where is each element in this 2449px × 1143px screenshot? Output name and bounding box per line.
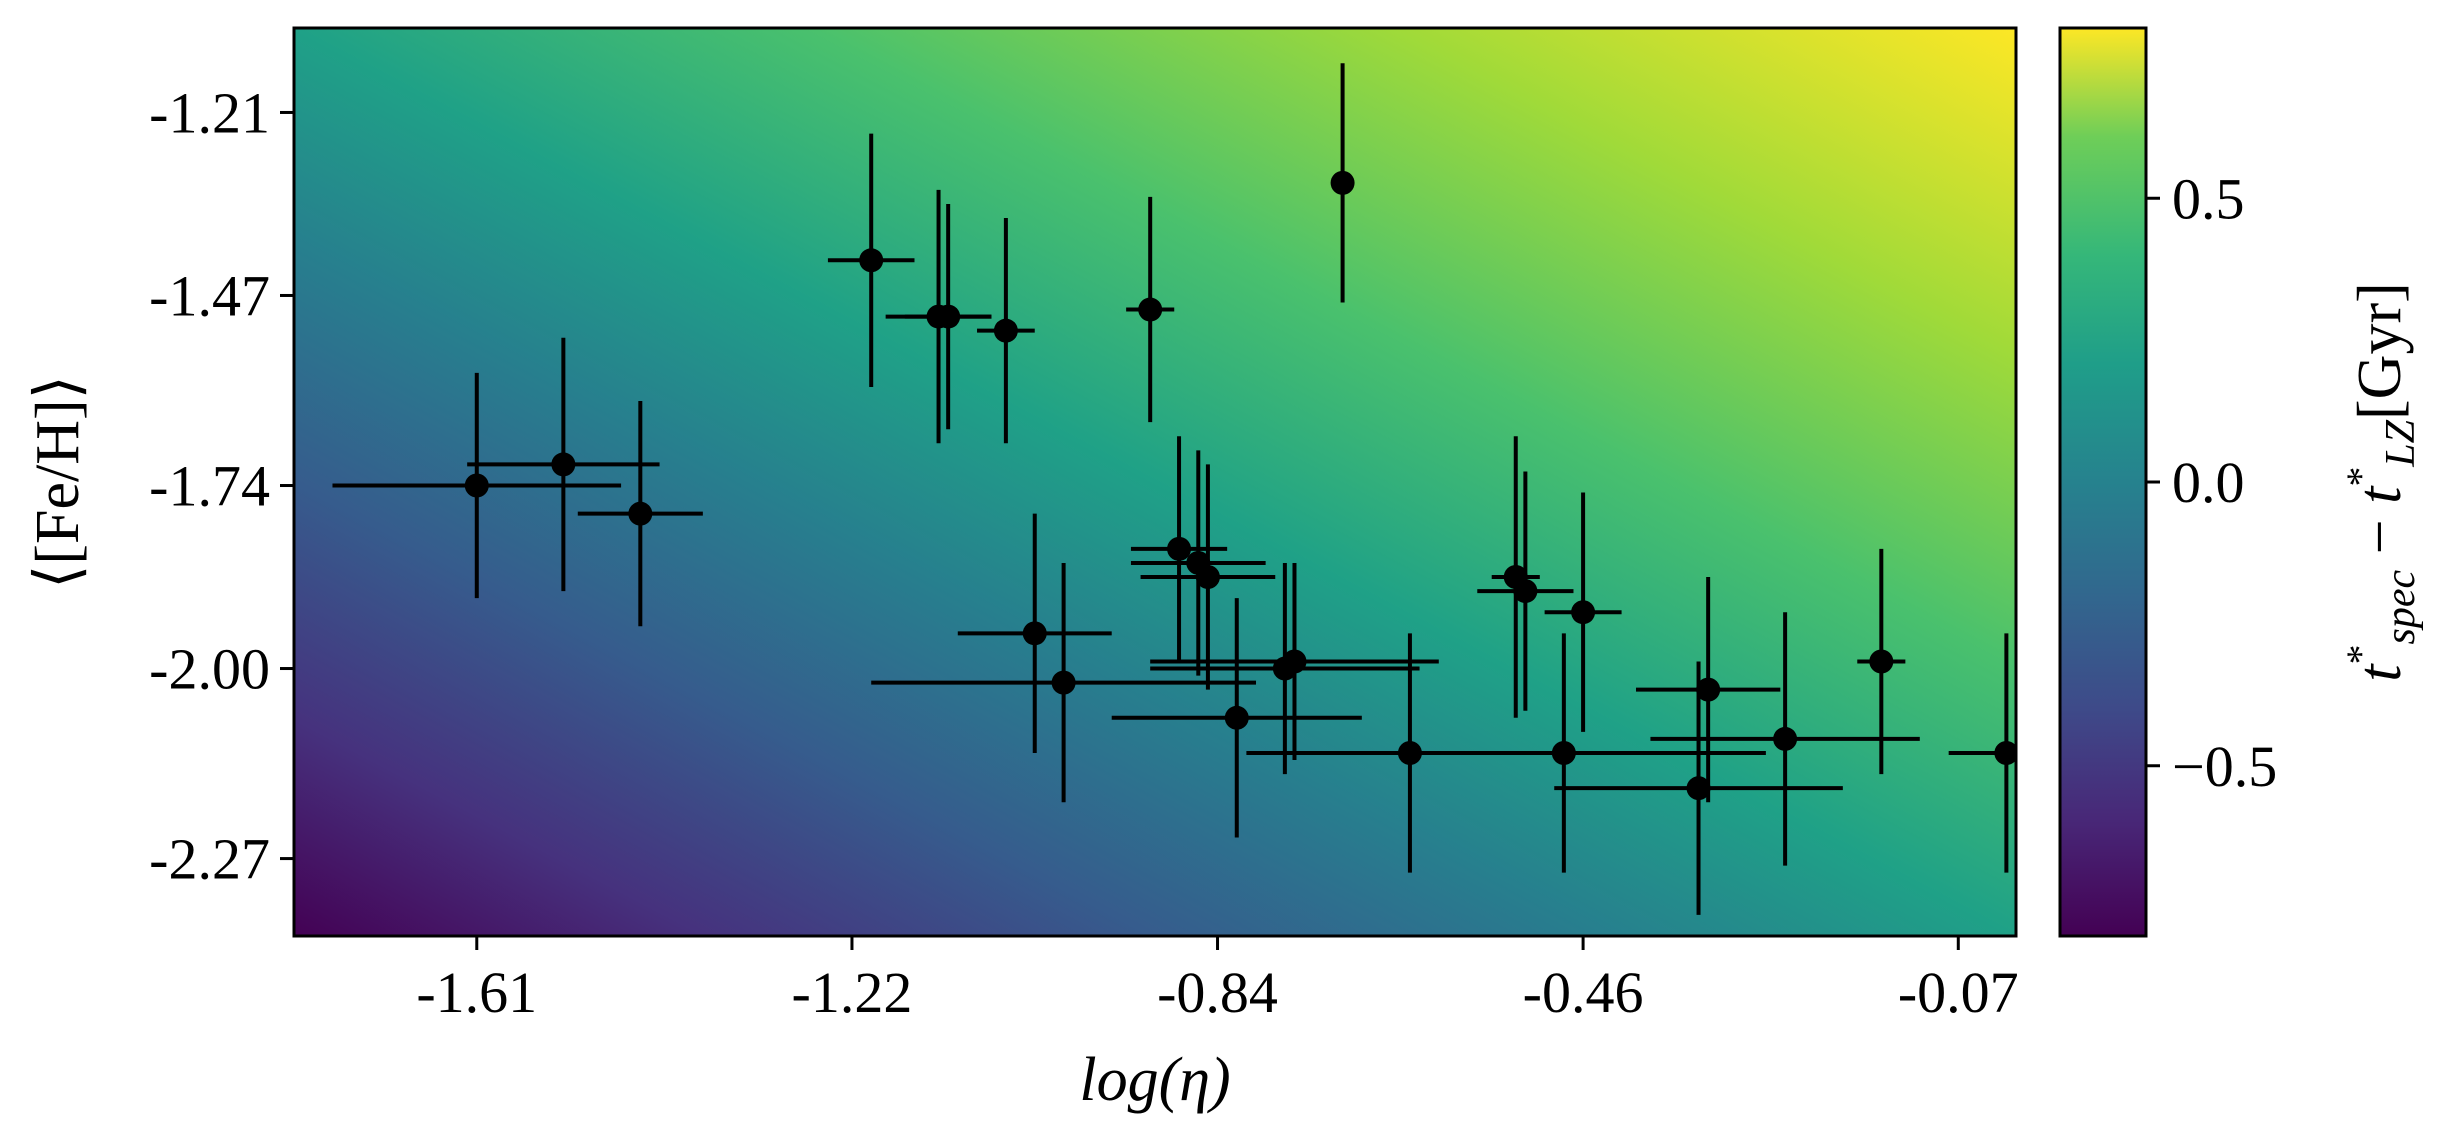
data-point-5 bbox=[904, 203, 992, 430]
data-point-10 bbox=[1130, 436, 1228, 662]
y-tick-label: -1.74 bbox=[149, 454, 270, 519]
y-tick-label: -1.21 bbox=[149, 80, 270, 145]
heatmap-background bbox=[294, 28, 2016, 936]
data-point-23 bbox=[1636, 577, 1781, 803]
data-point-25 bbox=[1857, 548, 1906, 775]
point-marker bbox=[1022, 621, 1047, 646]
point-marker bbox=[1696, 677, 1721, 702]
point-marker bbox=[464, 473, 489, 498]
point-marker bbox=[1869, 649, 1894, 674]
colorbar-tick-label: 0.5 bbox=[2172, 166, 2245, 231]
y-axis-title: ⟨[Fe/H]⟩ bbox=[24, 375, 92, 589]
point-marker bbox=[628, 501, 653, 526]
point-marker bbox=[993, 318, 1018, 343]
data-point-0 bbox=[332, 372, 622, 599]
point-marker bbox=[859, 248, 884, 273]
point-marker bbox=[551, 452, 576, 477]
colorbar-ticks: 0.5 0.0 −0.5 bbox=[2146, 166, 2277, 799]
data-point-16 bbox=[1330, 63, 1355, 303]
data-point-15 bbox=[1150, 562, 1439, 761]
point-marker bbox=[1773, 726, 1798, 751]
data-point-12 bbox=[1140, 464, 1276, 690]
point-marker bbox=[1686, 776, 1711, 801]
svg-text:t*spec − t*LZ[Gyr]: t*spec − t*LZ[Gyr] bbox=[2338, 282, 2424, 682]
data-point-9 bbox=[1126, 196, 1175, 423]
data-point-2 bbox=[577, 401, 703, 627]
point-marker bbox=[1551, 740, 1576, 765]
point-marker bbox=[1195, 565, 1220, 590]
data-point-19 bbox=[1477, 471, 1574, 711]
point-marker bbox=[1051, 670, 1076, 695]
data-point-24 bbox=[1650, 612, 1920, 866]
colorbar-title: t*spec − t*LZ[Gyr] bbox=[2338, 282, 2424, 682]
y-tick-label: -2.00 bbox=[149, 637, 270, 702]
x-axis-title: log(η) bbox=[1079, 1046, 1230, 1114]
y-tick-label: -1.47 bbox=[149, 263, 270, 328]
x-tick-label: -0.07 bbox=[1898, 960, 2019, 1025]
point-marker bbox=[1224, 705, 1249, 730]
x-tick-label: -0.46 bbox=[1523, 960, 1644, 1025]
point-marker bbox=[936, 304, 961, 329]
colorbar bbox=[2058, 26, 2148, 938]
data-point-26 bbox=[1948, 633, 2016, 873]
x-axis-ticks: -1.61 -1.22 -0.84 -0.46 -0.07 bbox=[416, 936, 2019, 1025]
data-point-6 bbox=[977, 218, 1035, 444]
point-marker bbox=[1513, 579, 1538, 604]
point-marker bbox=[1167, 536, 1192, 561]
data-point-21 bbox=[1544, 492, 1622, 732]
y-axis-ticks: -1.21 -1.47 -1.74 -2.00 -2.27 bbox=[149, 80, 294, 892]
colorbar-tick-label: −0.5 bbox=[2172, 734, 2277, 799]
plot-frame bbox=[292, 26, 2018, 938]
y-tick-label: -2.27 bbox=[149, 827, 270, 892]
data-point-22 bbox=[1554, 661, 1843, 915]
data-points bbox=[332, 63, 2016, 915]
data-point-7 bbox=[957, 513, 1112, 753]
data-point-3 bbox=[827, 133, 915, 387]
colorbar-tick-label: 0.0 bbox=[2172, 450, 2245, 515]
data-point-1 bbox=[467, 337, 660, 592]
point-marker bbox=[1571, 600, 1596, 625]
x-tick-label: -1.22 bbox=[792, 960, 913, 1025]
data-point-13 bbox=[1111, 598, 1362, 838]
point-marker bbox=[1282, 649, 1307, 674]
point-marker bbox=[1994, 740, 2016, 765]
data-point-8 bbox=[871, 562, 1257, 803]
x-tick-label: -0.84 bbox=[1157, 960, 1278, 1025]
x-tick-label: -1.61 bbox=[416, 960, 537, 1025]
point-marker bbox=[1138, 297, 1163, 322]
point-marker bbox=[1330, 170, 1355, 195]
